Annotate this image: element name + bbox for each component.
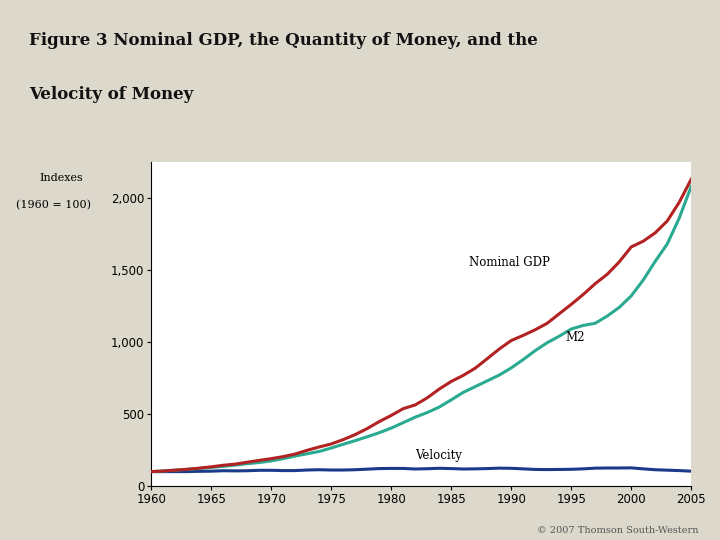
Text: (1960 = 100): (1960 = 100)	[17, 200, 91, 210]
Text: © 2007 Thomson South-Western: © 2007 Thomson South-Western	[537, 525, 698, 535]
Text: Velocity: Velocity	[415, 449, 462, 462]
Text: Figure 3 Nominal GDP, the Quantity of Money, and the: Figure 3 Nominal GDP, the Quantity of Mo…	[29, 32, 538, 49]
Text: Nominal GDP: Nominal GDP	[469, 255, 550, 269]
Text: M2: M2	[565, 330, 585, 343]
Text: Velocity of Money: Velocity of Money	[29, 86, 193, 103]
Text: Indexes: Indexes	[40, 173, 83, 183]
